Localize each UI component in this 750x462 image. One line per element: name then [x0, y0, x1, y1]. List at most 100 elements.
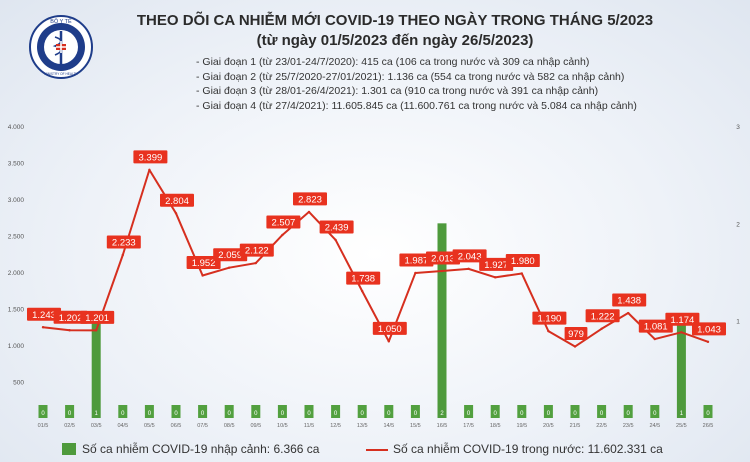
- bar-value-label: 0: [547, 411, 551, 417]
- bar: [437, 223, 447, 418]
- line-point: [627, 311, 630, 315]
- line-value-label-bg: [319, 220, 354, 234]
- x-tick-label: 03/5: [91, 423, 102, 429]
- line-value-label: 1.190: [538, 314, 562, 325]
- line-value-label: 1.043: [697, 324, 721, 335]
- bar: [543, 405, 553, 418]
- bar-value-label: 0: [68, 411, 72, 417]
- bar-value-label: 0: [627, 411, 631, 417]
- bar: [464, 405, 474, 418]
- line-value-label-bg: [372, 321, 407, 335]
- x-tick-label: 20/5: [543, 423, 554, 429]
- bar: [650, 405, 660, 418]
- line-value-label: 2.823: [298, 194, 322, 205]
- x-tick-label: 01/5: [38, 423, 49, 429]
- line-point: [41, 326, 45, 329]
- line-value-label: 2.439: [325, 222, 349, 233]
- x-tick-label: 07/5: [197, 423, 208, 429]
- phase-note-3: - Giai đoạn 3 (từ 28/01-26/4/2021): 1.30…: [196, 85, 599, 98]
- line-value-label: 1.202: [59, 313, 83, 324]
- legend-bar-label: Số ca nhiễm COVID-19 nhập cảnh: 6.366 ca: [82, 442, 320, 456]
- y-left-tick-label: 3.000: [8, 197, 25, 204]
- x-tick-label: 04/5: [117, 423, 128, 429]
- bar: [357, 405, 367, 418]
- bar: [490, 405, 500, 418]
- line-value-label-bg: [186, 256, 221, 270]
- bar-value-label: 0: [361, 411, 365, 417]
- y-right-tick-label: 1: [736, 319, 740, 326]
- line-point: [174, 212, 178, 215]
- line-point: [387, 340, 390, 343]
- line-point: [121, 253, 125, 257]
- phase-notes: - Giai đoạn 1 (từ 23/01-24/7/2020): 415 …: [196, 55, 637, 113]
- y-left-tick-label: 2.000: [8, 270, 25, 277]
- line-point: [254, 261, 257, 265]
- bar: [144, 405, 154, 418]
- line-value-label-bg: [293, 192, 327, 206]
- x-tick-label: 17/5: [463, 423, 474, 429]
- bar-value-label: 0: [307, 411, 311, 417]
- line-value-label: 1.438: [617, 296, 641, 307]
- line-point: [201, 274, 204, 277]
- bar: [331, 405, 341, 418]
- x-tick-label: 24/5: [649, 423, 660, 429]
- x-tick-label: 08/5: [224, 423, 235, 429]
- legend: Số ca nhiễm COVID-19 nhập cảnh: 6.366 ca…: [0, 440, 750, 462]
- bar-value-label: 0: [520, 411, 524, 417]
- bar: [623, 405, 633, 418]
- x-tick-label: 14/5: [383, 423, 394, 429]
- logo-subtext: MINISTRY OF HEALTH: [44, 72, 78, 76]
- line-value-label-bg: [564, 327, 588, 341]
- x-tick-label: 12/5: [330, 423, 341, 429]
- line-point: [494, 276, 497, 279]
- x-tick-label: 10/5: [277, 423, 288, 429]
- line-point: [440, 269, 444, 273]
- y-left-tick-label: 1.500: [8, 307, 25, 314]
- bar: [251, 405, 261, 418]
- bar-value-label: 0: [174, 411, 178, 417]
- line-point: [361, 289, 364, 293]
- line-value-label-bg: [346, 271, 381, 285]
- x-tick-label: 23/5: [623, 423, 634, 429]
- line-point: [706, 340, 710, 344]
- line-value-label: 1.952: [192, 258, 216, 269]
- bar: [597, 405, 607, 418]
- line-value-label: 1.738: [351, 274, 375, 285]
- line-point: [600, 327, 603, 330]
- line-point: [680, 331, 683, 334]
- bar-value-label: 0: [334, 411, 338, 417]
- x-tick-label: 06/5: [171, 423, 182, 429]
- line-value-label: 2.507: [272, 217, 296, 228]
- legend-bar-swatch: [62, 443, 76, 455]
- phase-note-4: - Giai đoạn 4 (từ 27/4/2021): 11.605.845…: [196, 99, 637, 112]
- legend-line-swatch: [366, 449, 388, 451]
- x-tick-label: 11/5: [304, 423, 314, 429]
- bar: [38, 405, 48, 418]
- bar-value-label: 0: [414, 411, 418, 417]
- line-point: [228, 266, 231, 269]
- ministry-logo: BỘ Y TẾ MINISTRY OF HEALTH: [29, 15, 93, 79]
- y-left-tick-label: 4.000: [8, 124, 25, 131]
- line-value-label: 2.059: [218, 250, 242, 261]
- line-point: [414, 271, 417, 275]
- bar-value-label: 1: [680, 411, 684, 417]
- line-value-label: 1.927: [484, 260, 508, 271]
- line-value-label-bg: [692, 322, 726, 336]
- chart-title: THEO DÕI CA NHIỄM MỚI COVID-19 THEO NGÀY…: [136, 12, 654, 29]
- bar-value-label: 0: [228, 411, 232, 417]
- line-value-label: 2.804: [165, 196, 189, 207]
- bar-value-label: 0: [387, 411, 391, 417]
- phase-note-2: - Giai đoạn 2 (từ 25/7/2020-27/01/2021):…: [196, 70, 625, 83]
- y-left-tick-label: 500: [13, 380, 24, 387]
- line-value-label-bg: [399, 253, 434, 267]
- chart: 5001.0001.5002.0002.5003.0003.5004.00012…: [8, 124, 740, 429]
- x-tick-label: 18/5: [490, 423, 501, 429]
- logo-text: BỘ Y TẾ: [50, 18, 72, 25]
- line-value-label: 2.043: [458, 251, 482, 262]
- line-value-label: 1.081: [644, 322, 668, 333]
- line-value-label-bg: [27, 307, 61, 321]
- line-value-label: 3.399: [139, 152, 163, 163]
- x-tick-label: 22/5: [596, 423, 607, 429]
- line-series: [42, 168, 709, 348]
